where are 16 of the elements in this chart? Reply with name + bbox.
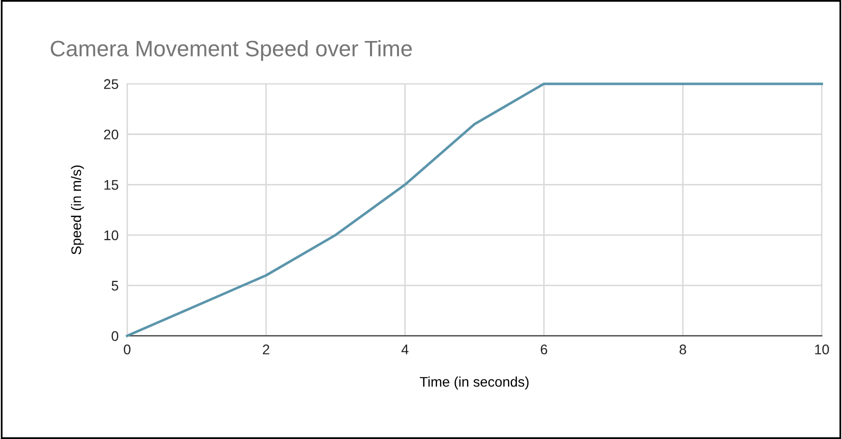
chart-title: Camera Movement Speed over Time xyxy=(50,40,412,61)
y-tick-label: 25 xyxy=(104,79,118,90)
y-tick-label: 20 xyxy=(104,130,118,140)
x-tick-label: 0 xyxy=(124,344,130,354)
x-tick-label: 8 xyxy=(680,344,686,354)
x-tick-label: 6 xyxy=(540,344,548,354)
y-tick-label: 5 xyxy=(112,280,118,291)
x-tick-label: 4 xyxy=(401,344,408,354)
y-axis-title: Speed (in m/s) xyxy=(70,166,84,254)
y-tick-label: 10 xyxy=(104,230,118,240)
x-axis-title: Time (in seconds) xyxy=(420,376,529,390)
line-series xyxy=(126,82,824,338)
y-tick-label: 15 xyxy=(104,180,118,190)
y-tick-label: 0 xyxy=(112,331,118,342)
x-tick-label: 2 xyxy=(262,344,270,354)
x-tick-label: 10 xyxy=(815,344,829,354)
